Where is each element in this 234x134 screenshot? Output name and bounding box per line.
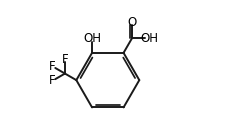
Text: O: O bbox=[128, 16, 137, 29]
Text: F: F bbox=[49, 74, 56, 87]
Text: F: F bbox=[62, 53, 68, 66]
Text: OH: OH bbox=[140, 32, 158, 45]
Text: F: F bbox=[49, 60, 56, 73]
Text: OH: OH bbox=[83, 32, 101, 45]
